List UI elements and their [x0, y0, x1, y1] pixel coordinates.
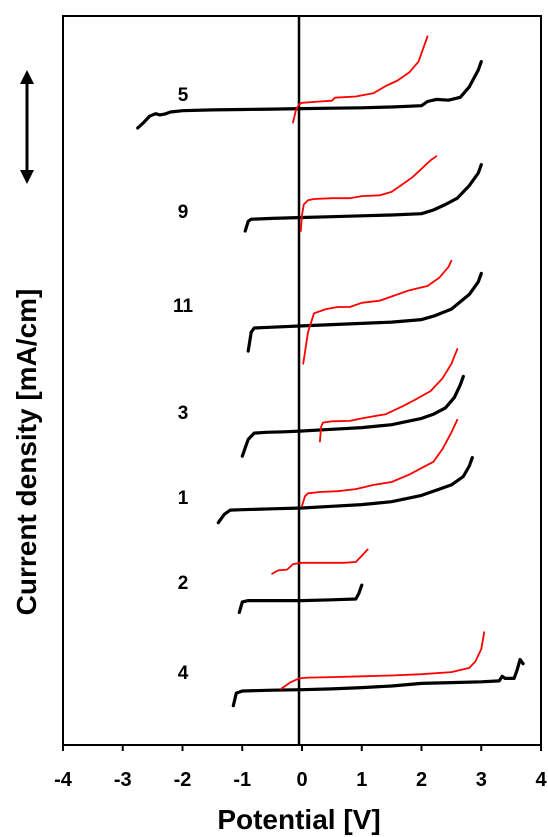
x-axis-ticks: -4 -3 -2 -1 0 1 2 3 4: [54, 745, 547, 791]
x-axis-title: Potential [V]: [217, 804, 380, 835]
curve-label-1: 1: [178, 488, 189, 509]
x-tick-label: 1: [356, 769, 367, 791]
y-axis-title: Current density [mA/cm]: [11, 289, 42, 616]
x-tick-label: -3: [114, 769, 132, 791]
plot-area: [63, 16, 541, 745]
scale-bar-arrow: [20, 70, 34, 184]
x-tick-label: -1: [233, 769, 251, 791]
x-tick-label: 4: [535, 769, 547, 791]
x-tick-label: -4: [54, 769, 73, 791]
x-tick-label: -2: [174, 769, 192, 791]
curve-label-9: 9: [178, 202, 189, 223]
curve-label-11: 11: [173, 296, 194, 317]
curve-label-2: 2: [178, 573, 189, 594]
curve-label-3: 3: [178, 403, 189, 424]
curve-label-4: 4: [178, 663, 189, 684]
x-tick-label: 0: [296, 769, 307, 791]
x-tick-label: 2: [416, 769, 427, 791]
curve-label-5: 5: [178, 85, 189, 106]
x-tick-label: 3: [476, 769, 487, 791]
